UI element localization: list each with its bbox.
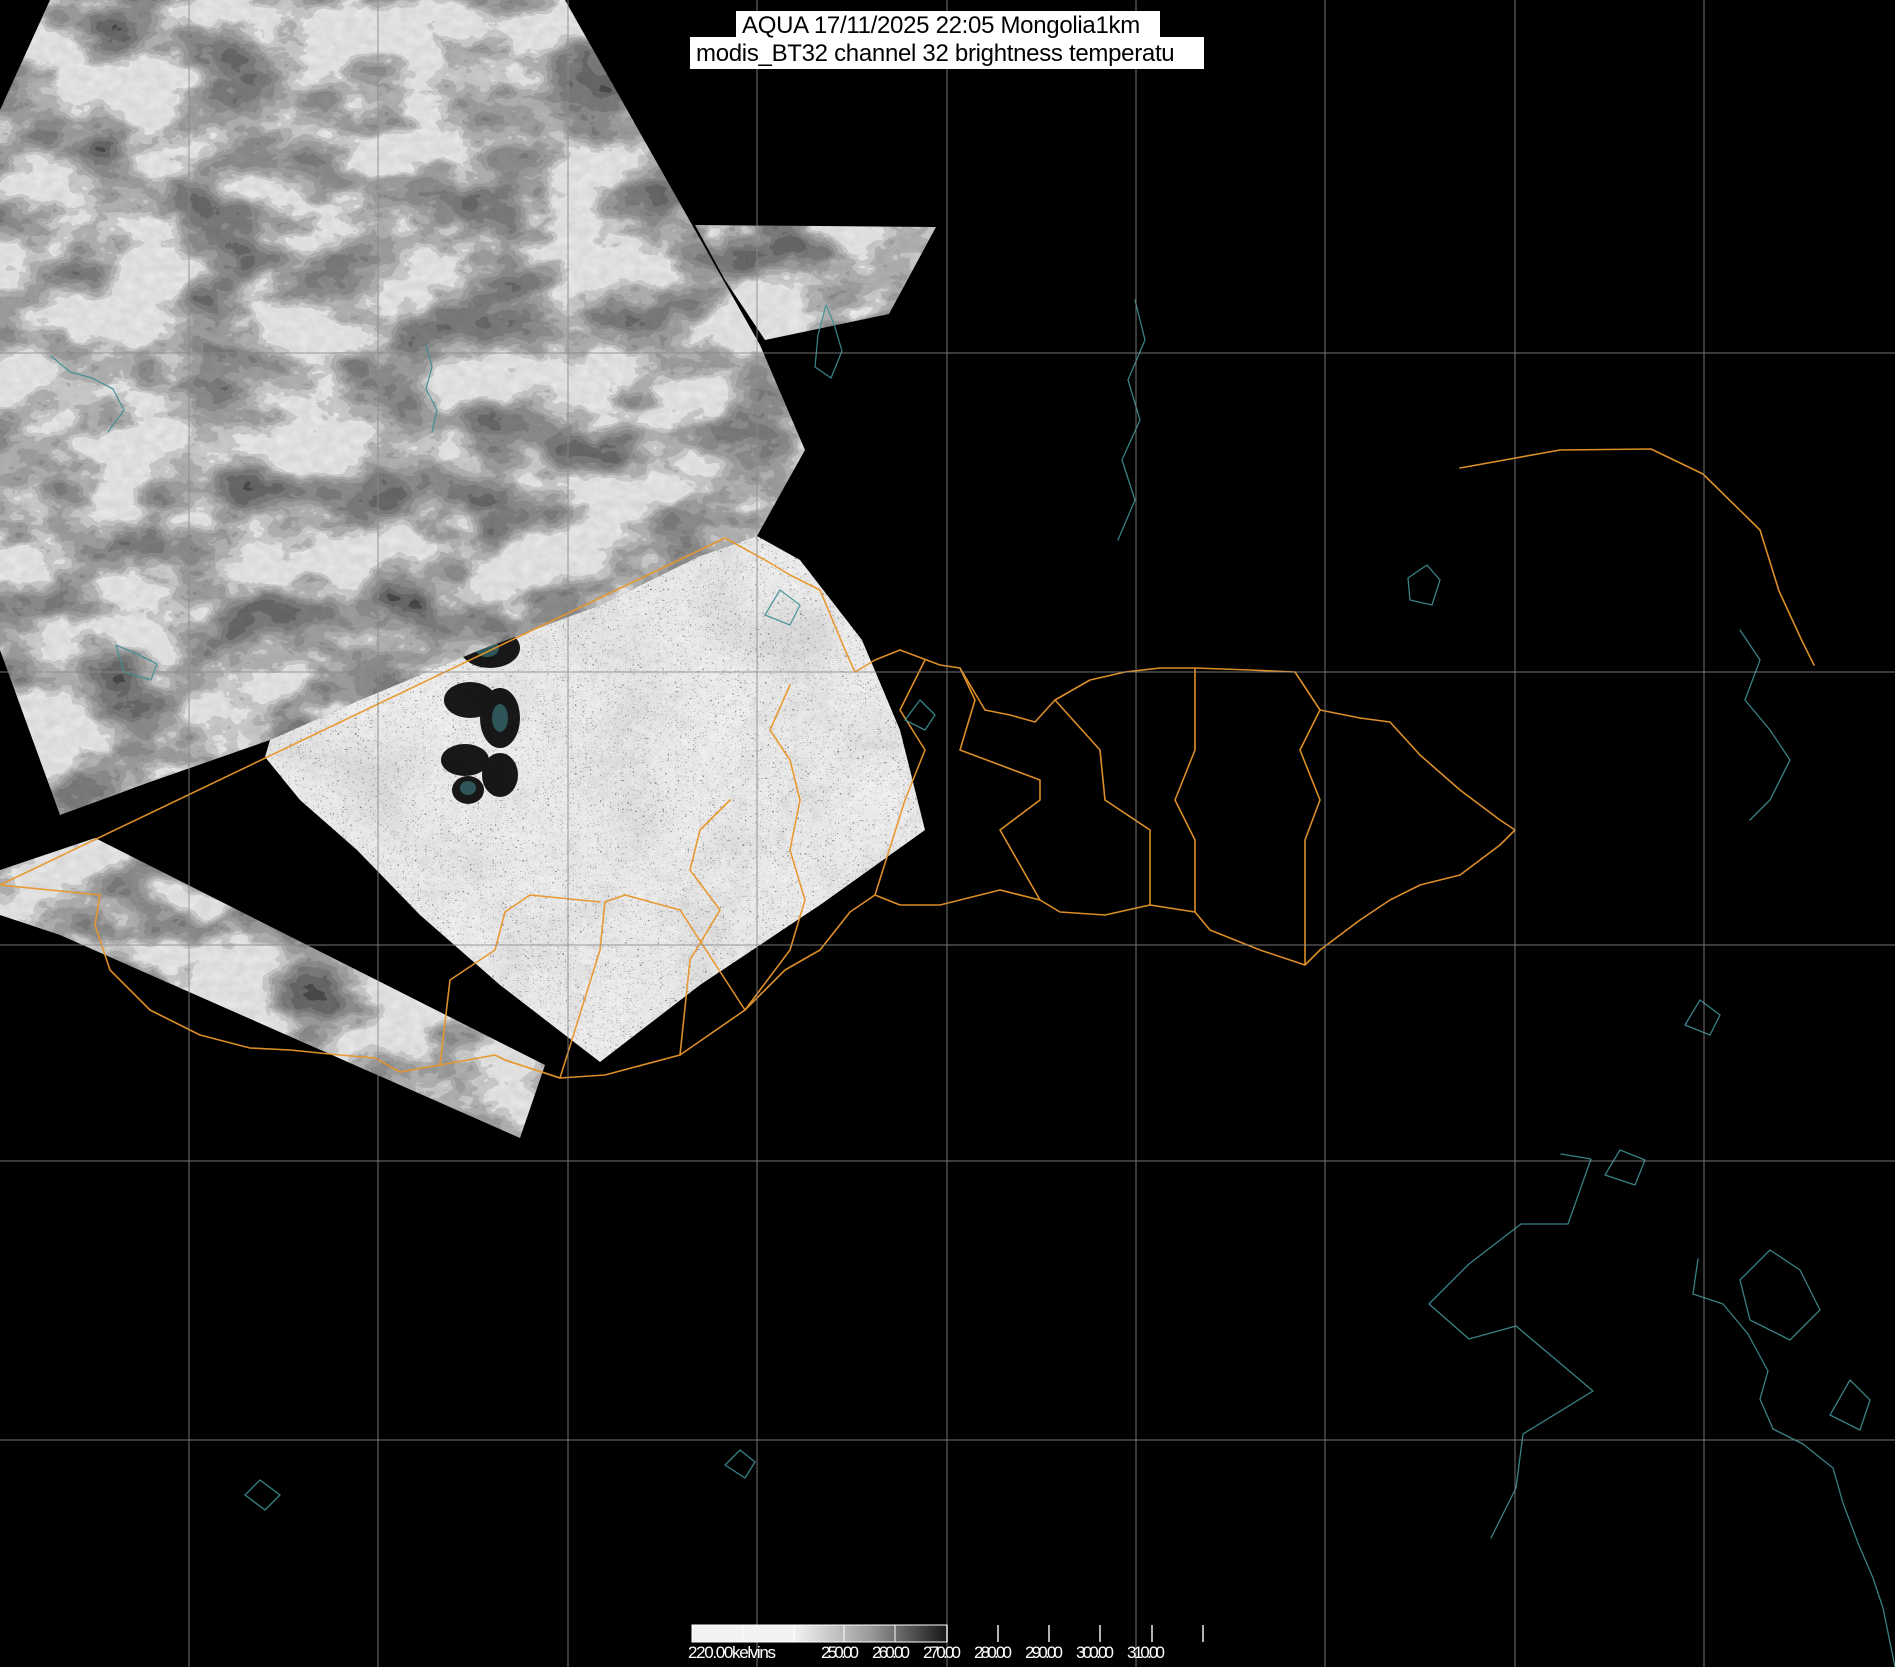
svg-text:280.00: 280.00 xyxy=(974,1643,1012,1662)
svg-text:290.00: 290.00 xyxy=(1025,1643,1063,1662)
svg-text:270.00: 270.00 xyxy=(923,1643,961,1662)
svg-text:modis_BT32 channel 32 brightne: modis_BT32 channel 32 brightness tempera… xyxy=(696,40,1174,67)
svg-text:300.00: 300.00 xyxy=(1076,1643,1114,1662)
svg-text:AQUA 17/11/2025 22:05 Mongolia: AQUA 17/11/2025 22:05 Mongolia1km xyxy=(742,12,1140,39)
svg-text:310.00: 310.00 xyxy=(1127,1643,1165,1662)
svg-text:260.00: 260.00 xyxy=(872,1643,910,1662)
svg-text:250.00: 250.00 xyxy=(821,1643,859,1662)
svg-text:220.00kelvins: 220.00kelvins xyxy=(688,1643,776,1662)
